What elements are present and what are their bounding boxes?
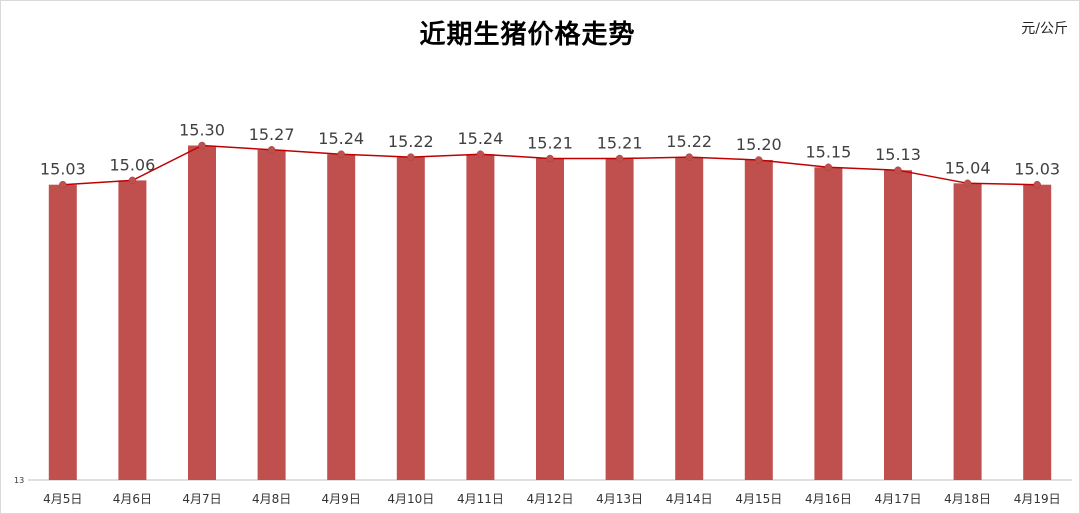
y-tick-label: 13 xyxy=(14,476,24,485)
data-label: 15.06 xyxy=(109,155,155,174)
bar xyxy=(675,157,704,480)
data-label: 15.27 xyxy=(249,125,295,144)
data-label: 15.03 xyxy=(40,160,86,179)
bars-layer xyxy=(48,145,1052,481)
x-tick-label: 4月17日 xyxy=(875,492,922,506)
data-label: 15.24 xyxy=(457,129,503,148)
data-label: 15.03 xyxy=(1014,160,1060,179)
bar xyxy=(118,180,147,480)
y-tick-labels: 13 xyxy=(14,476,24,485)
x-tick-label: 4月5日 xyxy=(43,492,82,506)
x-tick-label: 4月7日 xyxy=(182,492,221,506)
x-tick-label: 4月11日 xyxy=(457,492,504,506)
x-tick-label: 4月19日 xyxy=(1014,492,1061,506)
data-label: 15.20 xyxy=(736,135,782,154)
x-tick-label: 4月10日 xyxy=(387,492,434,506)
x-tick-label: 4月9日 xyxy=(322,492,361,506)
line-marker xyxy=(894,166,902,174)
chart-title: 近期生猪价格走势 xyxy=(419,20,636,50)
line-marker xyxy=(267,146,276,154)
line-marker xyxy=(546,154,554,163)
data-label: 15.22 xyxy=(388,132,434,151)
x-tick-label: 4月15日 xyxy=(735,492,782,506)
x-tick-label: 4月6日 xyxy=(113,492,152,506)
x-tick-label: 4月14日 xyxy=(666,492,713,506)
x-tick-label: 4月13日 xyxy=(596,492,643,506)
data-label: 15.13 xyxy=(875,145,921,164)
bar xyxy=(744,160,773,480)
bar xyxy=(48,184,77,480)
line-marker xyxy=(476,150,485,158)
data-label: 15.21 xyxy=(597,134,643,153)
line-marker xyxy=(128,176,137,185)
x-tick-label: 4月16日 xyxy=(805,492,852,506)
bar xyxy=(188,145,216,480)
line-layer xyxy=(59,141,1041,189)
line-marker xyxy=(755,156,763,164)
bar xyxy=(814,167,843,481)
x-tick-label: 4月12日 xyxy=(527,492,574,506)
bar xyxy=(536,158,564,480)
line-marker xyxy=(198,141,206,150)
data-label: 15.22 xyxy=(666,132,712,151)
data-label: 15.30 xyxy=(179,121,225,140)
x-tick-label: 4月8日 xyxy=(252,492,291,506)
line-marker xyxy=(685,153,693,161)
line-marker xyxy=(59,180,67,189)
x-tick-labels: 4月5日 4月6日 4月7日 4月8日 4月9日 4月10日 4月11日 4月12日 4月13日… xyxy=(43,492,1060,506)
unit-label: 元/公斤 xyxy=(1021,21,1068,37)
line-marker xyxy=(963,179,972,188)
x-tick-label: 4月18日 xyxy=(944,492,991,506)
line-marker xyxy=(615,154,624,163)
line-marker xyxy=(407,153,415,161)
labels-layer: 15.03 15.06 15.30 15.27 15.24 15.22 15.24 15.21… xyxy=(40,121,1060,179)
bar xyxy=(884,170,912,480)
line-marker xyxy=(337,150,345,158)
line-marker xyxy=(1033,180,1041,189)
data-label: 15.15 xyxy=(805,142,851,161)
bar xyxy=(1023,184,1052,480)
data-label: 15.21 xyxy=(527,134,573,153)
bar xyxy=(396,157,425,480)
bar xyxy=(327,154,356,480)
bar xyxy=(466,154,495,480)
bar xyxy=(605,158,634,480)
data-label: 15.04 xyxy=(945,158,991,177)
bar xyxy=(953,183,982,481)
bar xyxy=(257,149,286,481)
line-marker xyxy=(824,163,833,172)
data-label: 15.24 xyxy=(318,129,364,148)
